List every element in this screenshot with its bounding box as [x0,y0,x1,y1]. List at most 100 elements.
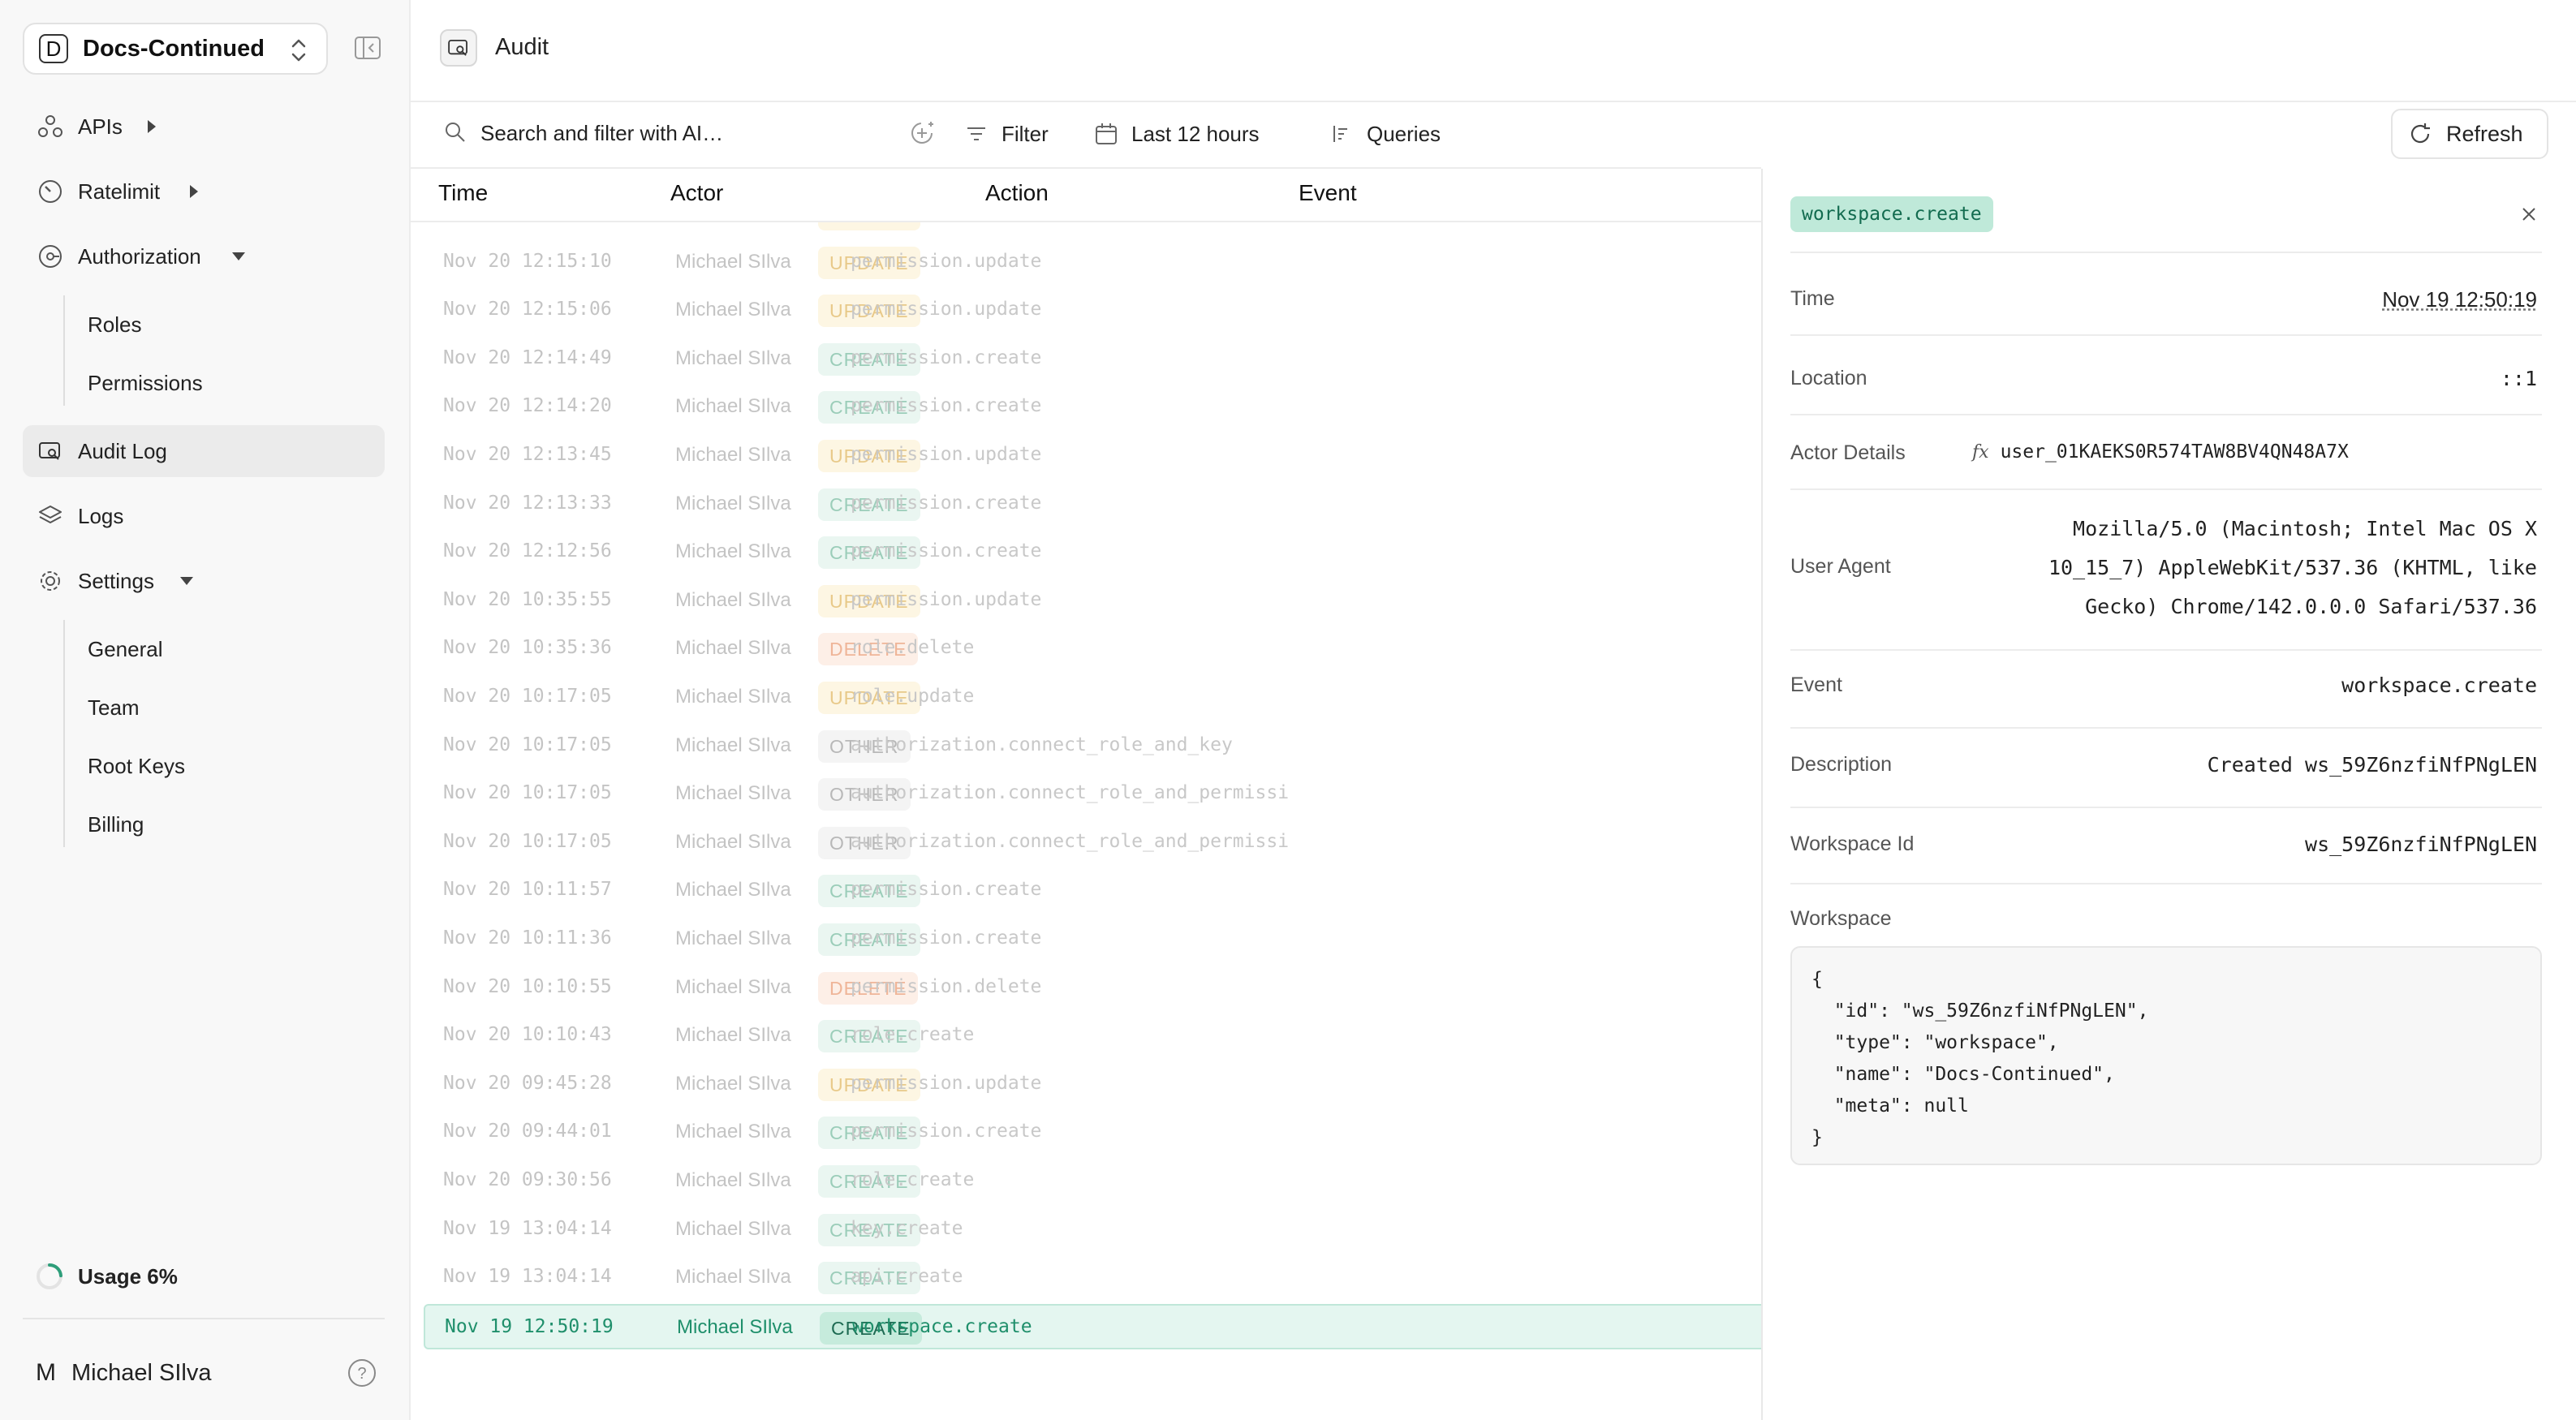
table-row[interactable]: Nov 20 12:14:49 Michael SIlva CREATE permis… [424,337,1761,382]
table-row[interactable]: Nov 20 10:17:05 Michael SIlva OTHER authori… [424,772,1761,817]
table-row[interactable]: Nov 20 10:10:43 Michael SIlva CREATE role.c… [424,1013,1761,1059]
table-row[interactable]: Nov 20 10:35:55 Michael SIlva UPDATE permis… [424,579,1761,624]
table-row[interactable]: Nov 20 10:11:36 Michael SIlva CREATE permis… [424,917,1761,962]
sidebar-item-settings[interactable]: Settings [23,555,385,607]
row-event: permission.update [851,299,1042,320]
column-header-action[interactable]: Action [985,180,1049,205]
time-range-label: Last 12 hours [1131,121,1260,146]
column-header-time[interactable]: Time [438,180,489,205]
divider [411,101,2576,102]
table-row[interactable]: Nov 19 12:50:19 Michael SIlva CREATE worksp… [424,1304,1761,1349]
time-range-button[interactable]: Last 12 hours [1094,114,1260,154]
action-badge: CREATE [818,875,920,907]
event-label: Event [1790,673,1842,696]
row-event: permission.update [851,444,1042,465]
table-row[interactable]: Nov 20 10:17:05 Michael SIlva OTHER authori… [424,724,1761,769]
divider [1790,807,2542,808]
table-row[interactable]: Nov 19 13:04:14 Michael SIlva CREATE key.cr… [424,1207,1761,1253]
column-header-event[interactable]: Event [1299,180,1357,205]
divider [1790,488,2542,490]
queries-icon [1333,126,1347,142]
row-event: permission.create [851,493,1042,514]
table-row[interactable]: Nov 20 12:15:10 Michael SIlva UPDATE permis… [424,240,1761,286]
user-menu[interactable]: M Michael SIlva ? [36,1350,377,1396]
table-row[interactable]: Nov 20 12:13:33 Michael SIlva CREATE permis… [424,482,1761,527]
row-actor: Michael SIlva [675,976,791,998]
sidebar-item-billing[interactable]: Billing [88,812,144,837]
details-panel: workspace.create Time Nov 19 12:50:19 Lo… [1761,169,2566,1420]
row-event: role.delete [851,637,975,658]
help-icon[interactable]: ? [347,1358,377,1388]
sidebar-item-permissions[interactable]: Permissions [88,371,203,395]
gear-icon [41,571,60,591]
sidebar-item-root-keys[interactable]: Root Keys [88,754,185,778]
row-event: role.update [851,686,975,707]
table-row[interactable]: Nov 20 10:17:05 Michael SIlva UPDATE role.u… [424,675,1761,721]
table-row[interactable]: Nov 20 09:44:01 Michael SIlva CREATE permis… [424,1110,1761,1155]
table-row[interactable]: Nov 20 09:30:56 Michael SIlva CREATE role.c… [424,1159,1761,1204]
workspace-switcher[interactable]: D Docs-Continued [23,23,328,75]
row-event: permission.delete [851,976,1042,997]
usage-progress-ring [37,1263,62,1289]
table-header: Time Actor Action Event [411,169,1761,222]
sidebar-item-authorization[interactable]: Authorization [23,230,385,282]
sidebar-item-apis[interactable]: APIs [23,101,385,153]
table-row[interactable]: Nov 20 10:11:57 Michael SIlva CREATE permis… [424,868,1761,914]
user-agent-value: Mozilla/5.0 (Macintosh; Intel Mac OS X 1… [2048,517,2537,618]
action-badge: UPDATE [818,585,920,617]
row-time: Nov 20 12:12:56 [443,540,612,562]
sidebar-item-logs[interactable]: Logs [23,490,385,542]
table-row[interactable]: Nov 20 12:12:56 Michael SIlva CREATE permis… [424,530,1761,575]
row-event: workspace.create [852,1316,1032,1337]
search-input[interactable] [480,117,756,149]
nodes-icon [38,115,62,137]
workspace-avatar: D [39,34,68,63]
action-badge: CREATE [818,488,920,521]
gauge-icon [39,180,62,203]
row-event: permission.create [851,879,1042,900]
action-badge: CREATE [818,343,920,376]
row-actor: Michael SIlva [675,1073,791,1095]
row-actor: Michael SIlva [675,879,791,901]
row-time: Nov 19 12:50:19 [445,1316,614,1337]
refresh-button[interactable]: Refresh [2391,109,2548,159]
table-row[interactable]: Nov 20 12:13:45 Michael SIlva UPDATE permis… [424,433,1761,479]
action-badge: CREATE [818,391,920,424]
row-time: Nov 20 10:35:36 [443,637,612,658]
sidebar-item-roles[interactable]: Roles [88,312,142,337]
caret-right-icon [190,185,198,198]
workspace-id-value: ws_59Z6nzfiNfPNgLEN [2305,833,2537,856]
table-row[interactable]: Nov 20 09:45:28 Michael SIlva UPDATE permis… [424,1062,1761,1108]
action-badge: UPDATE [818,1069,920,1101]
row-actor: Michael SIlva [675,782,791,804]
action-badge: DELETE [818,633,919,665]
table-row[interactable]: Nov 19 13:04:14 Michael SIlva CREATE api.cr… [424,1255,1761,1301]
workspace-json: { "id": "ws_59Z6nzfiNfPNgLEN", "type": "… [1790,946,2542,1165]
sidebar-item-team[interactable]: Team [88,695,140,720]
table-row[interactable]: Nov 20 10:35:36 Michael SIlva DELETE role.d… [424,626,1761,672]
table-row[interactable]: Nov 20 10:10:55 Michael SIlva DELETE permis… [424,966,1761,1011]
time-label: Time [1790,287,1835,310]
table-row[interactable]: Nov 20 10:17:05 Michael SIlva OTHER authori… [424,820,1761,866]
action-badge: OTHER [818,827,911,859]
queries-button[interactable]: Queries [1329,114,1441,154]
sidebar-item-general[interactable]: General [88,637,163,661]
description-label: Description [1790,753,1893,776]
filter-button[interactable]: Filter [964,114,1049,154]
submenu-rail [63,620,65,847]
event-tag: workspace.create [1790,196,1993,232]
ai-sparkle-icon[interactable] [909,118,937,146]
workspace-label: Workspace [1790,907,1892,930]
sidebar-collapse-icon[interactable] [354,36,381,60]
action-badge: OTHER [818,778,911,811]
sidebar: D Docs-Continued APIs Ratelimit [0,0,411,1420]
column-header-actor[interactable]: Actor [670,180,724,205]
table-row[interactable]: Nov 20 12:14:20 Michael SIlva CREATE permis… [424,385,1761,430]
caret-down-icon [180,577,193,585]
sidebar-item-ratelimit[interactable]: Ratelimit [23,166,385,217]
action-badge: CREATE [818,1214,920,1246]
close-icon[interactable] [2519,204,2539,224]
sidebar-item-audit-log[interactable]: Audit Log [23,425,385,477]
usage-indicator[interactable]: Usage 6% [36,1263,178,1290]
table-row[interactable]: Nov 20 12:15:06 Michael SIlva UPDATE permis… [424,288,1761,333]
